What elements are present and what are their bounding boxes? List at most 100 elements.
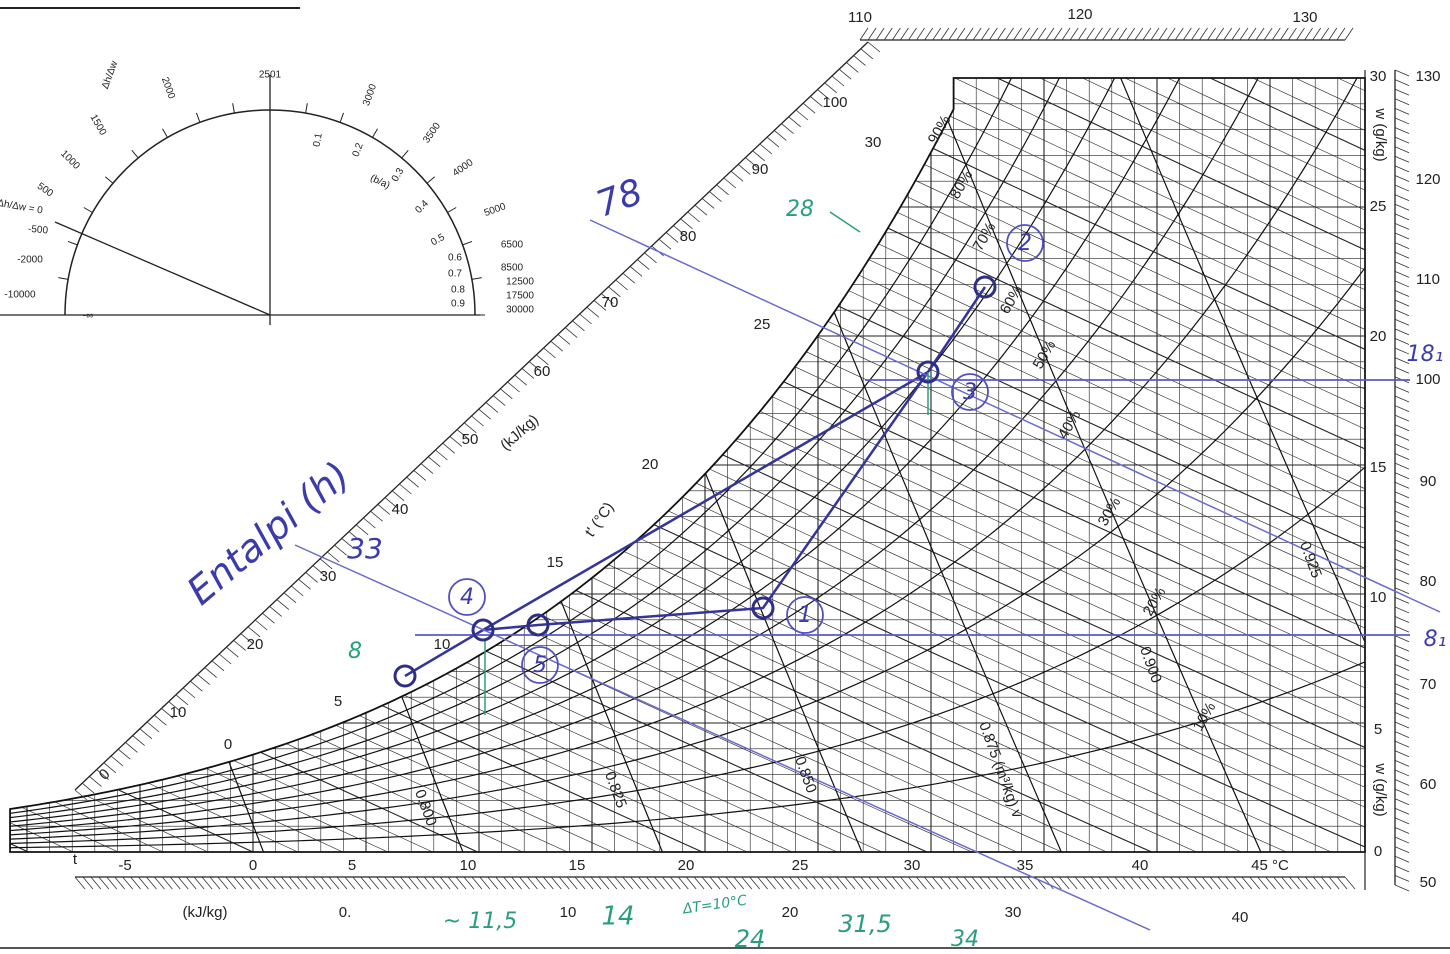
scale-tick [1395,233,1409,239]
scale-tick [1395,501,1409,507]
scale-tick [876,28,884,40]
dry-bulb-tick: 45 °C [1251,857,1289,874]
scale-tick [567,877,577,889]
scale-tick [925,28,933,40]
humidity-tick: 25 [1370,198,1387,215]
scale-tick [450,436,462,446]
scale-tick [277,600,289,610]
scale-tick [1395,118,1409,124]
scale-tick [190,681,202,691]
wet-bulb-tick: 15 [547,554,564,571]
scale-tick [1395,732,1409,738]
scale-tick [738,164,750,174]
protractor-label: 4000 [451,157,476,179]
scale-tick [1395,827,1409,833]
enthalpy-tick: 70 [1420,676,1437,693]
scale-tick [599,877,609,889]
protractor-label: -10000 [4,290,36,301]
rh-label: 80% [947,167,977,202]
scale-tick [1395,137,1409,143]
annotation: 78 [591,171,648,225]
scale-tick [1250,877,1260,889]
enthalpy-tick: 50 [462,431,479,448]
scale-tick [659,239,671,249]
scale-tick [1004,877,1014,889]
rh-label: 70% [970,219,1000,254]
dry-bulb-tick: 10 [460,857,477,874]
scale-tick [789,877,799,889]
scale-tick [837,877,847,889]
scale-tick [1282,877,1292,889]
point-label: 3 [963,380,977,405]
scale-tick [1395,329,1409,335]
enthalpy-tick: 50 [1420,874,1437,891]
scale-tick [118,749,130,759]
scale-tick [1395,434,1409,440]
enthalpy-line [0,78,478,852]
scale-tick [154,715,166,725]
scale-tick [1395,511,1409,517]
protractor-label: Δh/Δw [100,59,120,91]
scale-tick [186,877,196,889]
scale-tick [218,877,228,889]
scale-tick [861,49,873,59]
scale-tick [694,877,704,889]
scale-tick [1395,444,1409,450]
rh-curve [4,243,1383,839]
scale-tick [1329,877,1339,889]
scale-tick [981,28,989,40]
scale-tick [1395,415,1409,421]
scale-tick [789,117,801,127]
protractor-label: (b/a) [368,173,391,192]
protractor-tick [373,129,378,138]
scale-tick [1103,28,1111,40]
scale-tick [1395,185,1409,191]
scale-tick [1062,28,1070,40]
protractor-label: 1000 [58,148,82,172]
scale-tick [760,144,772,154]
rh-curve [4,30,1383,835]
scale-tick [424,877,434,889]
scale-tick [535,877,545,889]
scale-tick [1395,664,1409,670]
scale-tick [997,28,1005,40]
scale-tick [587,307,599,317]
scale-tick [854,56,866,66]
scale-tick [957,28,965,40]
protractor-label: 2501 [259,70,282,81]
annotation: 8₁ [1424,627,1447,652]
scale-tick [803,103,815,113]
humidity-label: w (g/kg) [1372,762,1389,816]
protractor-label: 0.6 [448,253,462,264]
protractor-label: 0.5 [429,232,447,249]
scale-tick [1395,89,1409,95]
scale-tick [1395,386,1409,392]
enthalpy-line [1380,78,1450,852]
scale-tick [1030,28,1038,40]
scale-tick [335,545,347,555]
enthalpy-tick: 130 [1292,9,1317,26]
annotation: ΔT=10°C [681,893,748,918]
enthalpy-tick: (kJ/kg) [183,904,228,921]
scale-tick [1395,406,1409,412]
enthalpy-tick: 130 [1415,68,1440,85]
scale-tick [543,877,553,889]
scale-tick [242,877,252,889]
scale-tick [1054,28,1062,40]
scale-tick [1020,877,1030,889]
scale-tick [972,877,982,889]
scale-tick [234,877,244,889]
scale-tick [407,477,419,487]
protractor-label: 12500 [506,277,534,288]
scale-tick [753,151,765,161]
scale-tick [869,877,879,889]
dry-bulb-tick: 15 [569,857,586,874]
rh-curve [4,451,1383,843]
scale-tick [298,579,310,589]
scale-tick [1289,877,1299,889]
scale-tick [1240,28,1248,40]
scale-tick [1395,559,1409,565]
scale-tick [1175,28,1183,40]
scale-tick [1194,877,1204,889]
scale-tick [1006,28,1014,40]
